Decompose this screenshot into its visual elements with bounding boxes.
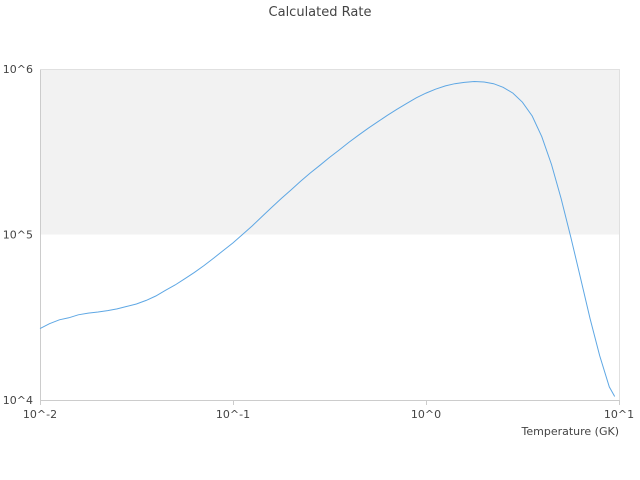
x-axis-label: Temperature (GK): [521, 425, 620, 438]
y-tick-label: 10^4: [3, 394, 33, 407]
x-tick-label: 10^-2: [23, 408, 57, 421]
x-tick-label: 10^0: [411, 408, 441, 421]
y-tick-label: 10^6: [3, 63, 33, 76]
chart-title: Calculated Rate: [269, 5, 372, 20]
y-ticks: 10^4 10^5 10^6: [3, 63, 33, 407]
x-ticks: 10^-2 10^-1 10^0 10^1: [23, 400, 634, 421]
series-line: [39, 80, 616, 397]
axes: [40, 69, 620, 401]
x-tick-label: 10^-1: [216, 408, 250, 421]
y-tick-label: 10^5: [3, 229, 33, 242]
upper-band: [40, 69, 619, 235]
x-tick-label: 10^1: [604, 408, 634, 421]
